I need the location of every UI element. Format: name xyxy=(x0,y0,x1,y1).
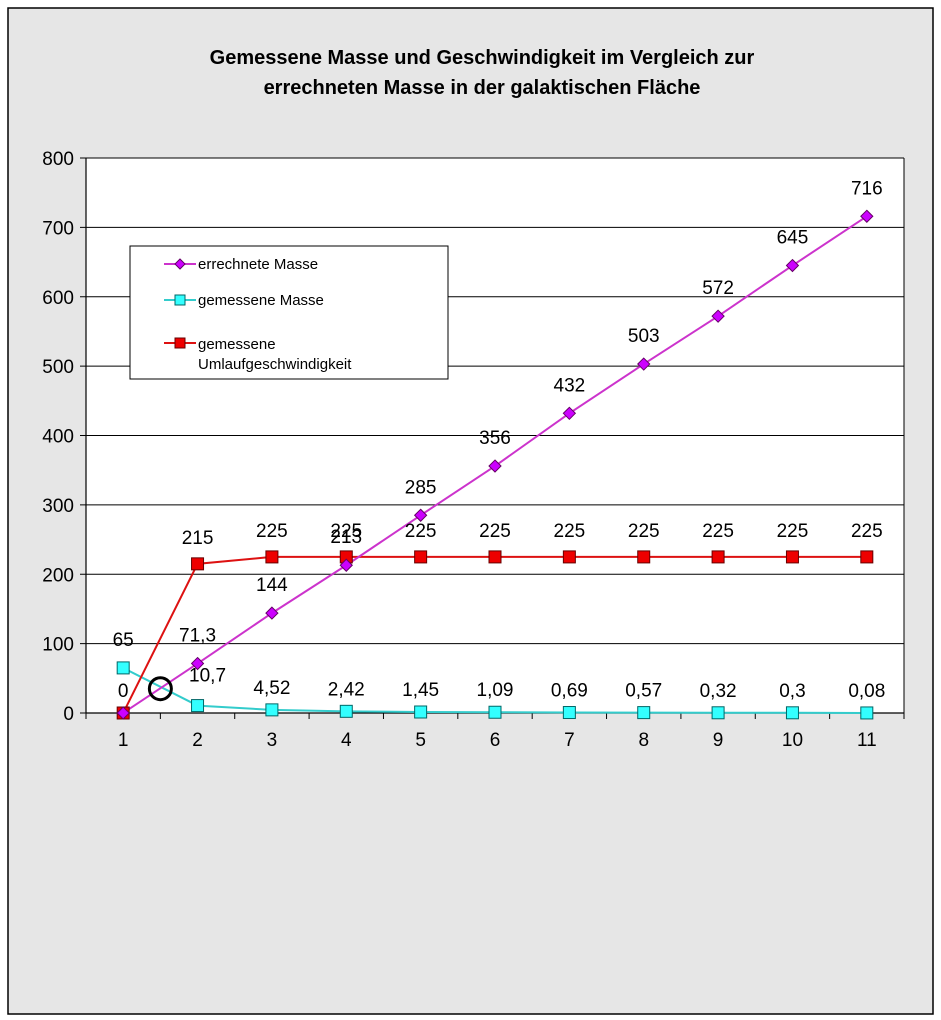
point-s0-3 xyxy=(265,606,279,620)
legend-marker-umlaufgeschwindigkeit xyxy=(174,337,186,349)
chart-title-line-1: Gemessene Masse und Geschwindigkeit im V… xyxy=(210,47,755,69)
xtick-label-11: 11 xyxy=(857,730,877,751)
legend-label-gemessene-masse: gemessene Masse xyxy=(198,292,324,309)
point-s0-8 xyxy=(637,357,651,371)
point-s1-5 xyxy=(414,705,428,719)
data-label-s0-6: 356 xyxy=(479,428,511,449)
xtick-label-3: 3 xyxy=(267,730,278,751)
xtick-label-9: 9 xyxy=(713,730,724,751)
data-label-s0-2: 71,3 xyxy=(179,626,216,647)
data-label-s1-5: 1,45 xyxy=(402,680,439,701)
chart-title-line-2: errechneten Masse in der galaktischen Fl… xyxy=(264,77,701,99)
data-labels: 0 71,3 144 213 285 356 432 503 572 645 716 65 10,7 4,… xyxy=(113,178,886,702)
point-s0-6 xyxy=(488,459,502,473)
point-s2-11 xyxy=(860,550,874,564)
data-label-s2-4: 225 xyxy=(330,521,362,542)
ytick-label-800: 800 xyxy=(42,149,74,170)
data-label-s0-9: 572 xyxy=(702,278,734,299)
point-s1-8 xyxy=(637,706,651,720)
xtick-label-4: 4 xyxy=(341,730,352,751)
data-label-s1-11: 0,08 xyxy=(848,681,885,702)
ytick-label-200: 200 xyxy=(42,565,74,586)
point-s0-4 xyxy=(339,558,353,572)
point-s1-4 xyxy=(339,704,353,718)
legend-label-umlaufgeschwindigkeit-line-1: gemessene xyxy=(198,336,276,353)
xtick-label-7: 7 xyxy=(564,730,575,751)
point-s2-8 xyxy=(637,550,651,564)
data-label-s1-8: 0,57 xyxy=(625,681,662,702)
data-label-s2-8: 225 xyxy=(628,521,660,542)
data-label-s2-10: 225 xyxy=(777,521,809,542)
ytick-label-0: 0 xyxy=(63,704,74,725)
xtick-label-8: 8 xyxy=(638,730,649,751)
point-s2-3 xyxy=(265,550,279,564)
legend-label-umlaufgeschwindigkeit-line-2: Umlaufgeschwindigkeit xyxy=(198,356,352,373)
point-s0-10 xyxy=(785,258,800,273)
point-s1-6 xyxy=(488,705,502,719)
point-s1-1 xyxy=(116,661,130,675)
data-label-s2-9: 225 xyxy=(702,521,734,542)
data-label-s1-6: 1,09 xyxy=(477,680,514,701)
ytick-label-400: 400 xyxy=(42,427,74,448)
data-label-s1-3: 4,52 xyxy=(253,678,290,699)
legend-box xyxy=(129,245,449,380)
point-s1-11 xyxy=(860,706,874,720)
data-label-s2-5: 225 xyxy=(405,521,437,542)
point-s2-2 xyxy=(191,557,205,571)
point-s2-9 xyxy=(711,550,725,564)
point-s1-10 xyxy=(785,706,799,720)
data-label-s0-5: 285 xyxy=(405,477,437,498)
xtick-label-1: 1 xyxy=(118,730,129,751)
point-s0-9 xyxy=(711,309,725,323)
data-label-s0-4: 213 xyxy=(330,527,362,548)
data-label-s0-7: 432 xyxy=(554,375,586,396)
data-label-s0-11: 716 xyxy=(851,178,883,199)
point-s0-7 xyxy=(562,406,577,421)
xtick-label-5: 5 xyxy=(415,730,426,751)
ytick-label-600: 600 xyxy=(42,288,74,309)
xtick-label-10: 10 xyxy=(782,730,803,751)
data-label-s1-9: 0,32 xyxy=(700,681,737,702)
legend-marker-errechnete-masse xyxy=(174,258,186,270)
data-label-s2-3: 225 xyxy=(256,521,288,542)
data-label-s1-4: 2,42 xyxy=(328,679,365,700)
point-s1-9 xyxy=(711,706,725,720)
legend-label-errechnete-masse: errechnete Masse xyxy=(198,256,318,273)
point-s0-1 xyxy=(116,706,130,720)
point-s1-3 xyxy=(265,703,279,717)
point-s2-6 xyxy=(488,550,502,564)
legend-marker-gemessene-masse xyxy=(174,294,186,306)
data-label-s1-1: 65 xyxy=(113,630,134,651)
ytick-label-100: 100 xyxy=(42,635,74,656)
intersection-circle xyxy=(147,676,173,702)
data-label-s0-8: 503 xyxy=(628,326,660,347)
data-label-s2-2: 215 xyxy=(182,528,214,549)
data-label-s1-10: 0,3 xyxy=(779,681,805,702)
data-label-s0-1: 0 xyxy=(118,681,129,702)
point-s2-7 xyxy=(562,550,576,564)
data-label-s1-7: 0,69 xyxy=(551,681,588,702)
point-s2-10 xyxy=(785,550,799,564)
data-label-s2-7: 225 xyxy=(554,521,586,542)
xtick-label-6: 6 xyxy=(490,730,501,751)
legend: errechnete Masse gemessene Masse gemesse… xyxy=(129,245,449,380)
point-s2-5 xyxy=(414,550,428,564)
point-s1-7 xyxy=(562,706,576,720)
point-s0-2 xyxy=(190,656,205,671)
ytick-label-300: 300 xyxy=(42,496,74,517)
xtick-label-2: 2 xyxy=(192,730,203,751)
point-s1-2 xyxy=(191,699,205,713)
point-s0-11 xyxy=(860,209,874,223)
ytick-label-500: 500 xyxy=(42,357,74,378)
series-layer xyxy=(116,209,874,720)
data-label-s2-6: 225 xyxy=(479,521,511,542)
data-label-s1-2: 10,7 xyxy=(189,666,226,687)
data-label-s2-11: 225 xyxy=(851,521,883,542)
data-label-s0-10: 645 xyxy=(777,228,809,249)
ytick-label-700: 700 xyxy=(42,218,74,239)
point-s0-5 xyxy=(413,508,428,522)
data-label-s0-3: 144 xyxy=(256,575,288,596)
